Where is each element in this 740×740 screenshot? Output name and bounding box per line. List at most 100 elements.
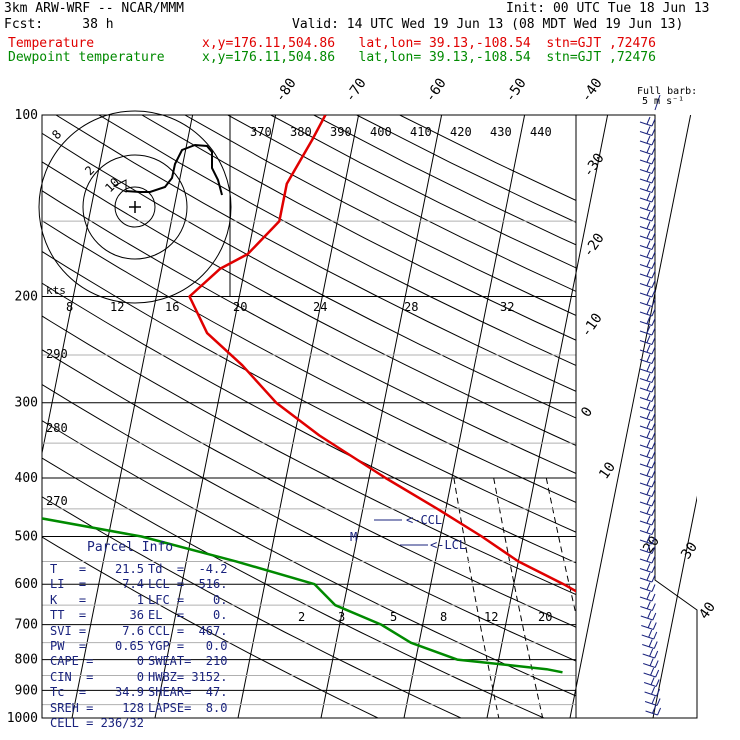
pressure-tick-label: 200 bbox=[15, 290, 38, 305]
wind-barb bbox=[646, 601, 651, 609]
mixing-ratio-line bbox=[545, 477, 576, 617]
dewpoint-trace bbox=[42, 517, 563, 674]
pressure-tick-label: 500 bbox=[15, 529, 38, 544]
wind-barb bbox=[651, 546, 656, 554]
wind-barb bbox=[651, 375, 656, 383]
wind-barb bbox=[646, 354, 651, 362]
wind-barb bbox=[646, 211, 651, 220]
wind-barb bbox=[646, 382, 651, 391]
wind-barb bbox=[639, 245, 653, 250]
wind-barb bbox=[651, 251, 656, 260]
hodograph-ring bbox=[114, 186, 156, 228]
wind-barb bbox=[646, 515, 651, 524]
wind-barb bbox=[657, 707, 662, 716]
parcel-cell: YGP = 0.0 bbox=[148, 639, 228, 653]
wind-barb bbox=[646, 458, 651, 467]
storm-motion-marker bbox=[112, 179, 127, 193]
wind-barb bbox=[651, 460, 656, 469]
wind-barb bbox=[646, 335, 651, 343]
wind-barb bbox=[646, 306, 651, 315]
wind-barb bbox=[646, 278, 651, 286]
wind-barb bbox=[639, 511, 653, 516]
wind-barb bbox=[643, 672, 656, 678]
wind-barb bbox=[646, 468, 651, 476]
wind-barb bbox=[639, 425, 653, 431]
wind-barb bbox=[646, 591, 651, 600]
wind-barb bbox=[646, 363, 651, 372]
wind-barb bbox=[639, 501, 653, 507]
wind-barb bbox=[651, 498, 656, 507]
wind-barb bbox=[651, 280, 656, 288]
wind-barb bbox=[639, 359, 653, 364]
wind-barb bbox=[651, 527, 656, 535]
wind-barb bbox=[639, 283, 653, 288]
wind-barb bbox=[652, 705, 657, 714]
wind-barbs bbox=[639, 94, 662, 716]
wind-barb bbox=[642, 653, 655, 659]
wind-barb bbox=[639, 330, 653, 336]
wind-barb bbox=[646, 287, 651, 296]
wind-barb bbox=[640, 606, 653, 611]
wind-barb bbox=[651, 128, 656, 136]
parcel-row: SREH = 128 LAPSE= 8.0 bbox=[50, 701, 227, 715]
wind-barb bbox=[650, 677, 655, 685]
wind-barb bbox=[639, 454, 653, 459]
wind-barb bbox=[651, 204, 656, 212]
wind-barb bbox=[646, 116, 651, 125]
parcel-row: CIN = 0 HWBZ= 3152. bbox=[50, 670, 227, 684]
mixing-ratio-label: 5 bbox=[390, 610, 397, 624]
wind-barb bbox=[651, 232, 656, 241]
wind-barb bbox=[639, 121, 653, 127]
wind-barb bbox=[639, 549, 653, 554]
isotherm-label: 40 bbox=[696, 599, 719, 622]
mixing-ratio-label: 12 bbox=[484, 610, 498, 624]
mixing-ratio-line bbox=[703, 478, 740, 718]
parcel-row: LI = 7.4 LCL = 516. bbox=[50, 577, 227, 591]
wind-barb bbox=[656, 698, 661, 706]
isotherm-line bbox=[569, 115, 692, 718]
parcel-cell: SVI = 7.6 bbox=[50, 623, 144, 638]
wind-barb bbox=[639, 520, 653, 526]
wind-barb bbox=[651, 489, 656, 497]
theta-label: 280 bbox=[46, 421, 68, 435]
wind-barb bbox=[639, 568, 653, 573]
wind-barb bbox=[647, 610, 652, 619]
wind-barb bbox=[639, 387, 653, 393]
pressure-tick-label: 700 bbox=[15, 618, 38, 633]
wind-barb bbox=[646, 154, 651, 163]
hodograph-speed-label: 12 bbox=[110, 300, 124, 314]
wind-barb bbox=[651, 156, 656, 165]
wind-barb bbox=[648, 639, 653, 647]
wind-barb bbox=[646, 325, 651, 334]
parcel-cell: T = 21.5 bbox=[50, 562, 144, 576]
wind-barb bbox=[654, 650, 659, 659]
wind-barb bbox=[646, 572, 651, 581]
wind-barb bbox=[646, 230, 651, 239]
wind-barb bbox=[640, 615, 653, 621]
wind-barb bbox=[647, 620, 652, 628]
parcel-cell: SHEAR= 47. bbox=[148, 685, 228, 700]
wind-barb bbox=[646, 534, 651, 543]
theta-label: 400 bbox=[370, 125, 392, 139]
plot-border bbox=[41, 114, 577, 719]
wind-barb bbox=[651, 308, 656, 317]
wind-barb bbox=[651, 470, 656, 478]
wind-barb bbox=[646, 563, 651, 571]
wind-barb bbox=[639, 368, 653, 374]
wind-barb bbox=[656, 688, 661, 697]
wind-barb bbox=[639, 302, 653, 307]
dry-adiabat bbox=[313, 115, 576, 246]
wind-barb bbox=[639, 596, 653, 602]
isotherm-label: -40 bbox=[578, 75, 606, 105]
wind-barb bbox=[646, 344, 651, 353]
wind-barb bbox=[639, 558, 653, 564]
wind-barb bbox=[655, 679, 660, 687]
parcel-row: T = 21.5 Td = -4.2 bbox=[50, 562, 227, 576]
wind-barb bbox=[643, 682, 657, 687]
wind-barb bbox=[649, 658, 654, 666]
wind-barb bbox=[639, 378, 653, 383]
wind-barb bbox=[651, 270, 656, 279]
pressure-tick-label: 400 bbox=[15, 471, 38, 486]
wind-barb bbox=[646, 487, 651, 495]
